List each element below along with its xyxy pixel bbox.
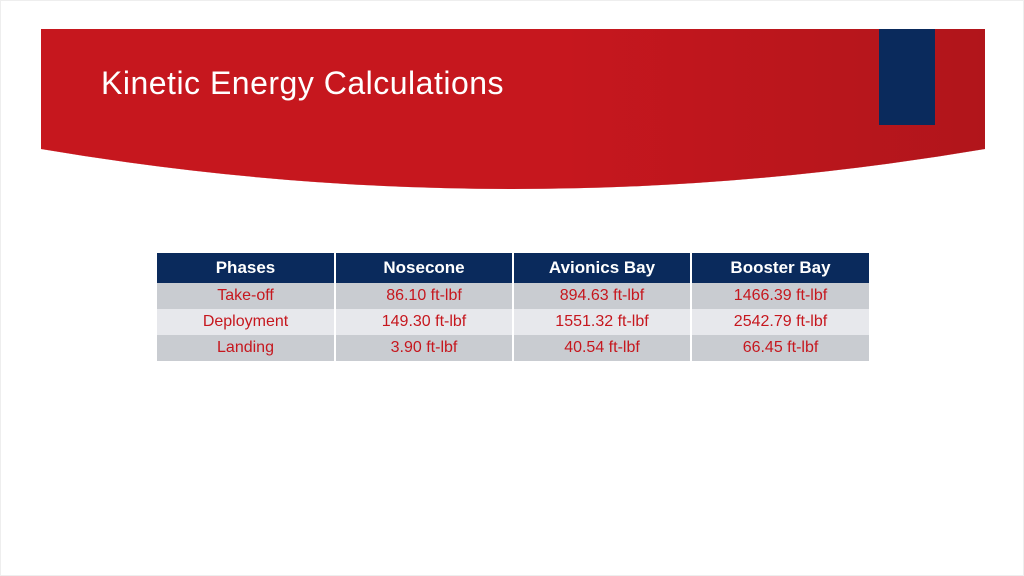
col-header-avionics-bay: Avionics Bay (513, 253, 691, 283)
cell-booster: 66.45 ft-lbf (691, 335, 869, 361)
cell-booster: 1466.39 ft-lbf (691, 283, 869, 309)
table-row: Take-off 86.10 ft-lbf 894.63 ft-lbf 1466… (157, 283, 869, 309)
cell-booster: 2542.79 ft-lbf (691, 309, 869, 335)
table-row: Deployment 149.30 ft-lbf 1551.32 ft-lbf … (157, 309, 869, 335)
cell-nosecone: 149.30 ft-lbf (335, 309, 513, 335)
kinetic-energy-table: Phases Nosecone Avionics Bay Booster Bay… (157, 253, 869, 361)
slide-title: Kinetic Energy Calculations (101, 65, 504, 102)
data-table-container: Phases Nosecone Avionics Bay Booster Bay… (157, 253, 869, 361)
col-header-booster-bay: Booster Bay (691, 253, 869, 283)
table-row: Landing 3.90 ft-lbf 40.54 ft-lbf 66.45 f… (157, 335, 869, 361)
cell-avionics: 40.54 ft-lbf (513, 335, 691, 361)
ribbon-tab (879, 29, 935, 125)
slide: Kinetic Energy Calculations Phases Nosec… (0, 0, 1024, 576)
cell-avionics: 894.63 ft-lbf (513, 283, 691, 309)
cell-phase: Deployment (157, 309, 335, 335)
col-header-nosecone: Nosecone (335, 253, 513, 283)
cell-nosecone: 86.10 ft-lbf (335, 283, 513, 309)
cell-phase: Landing (157, 335, 335, 361)
table-header-row: Phases Nosecone Avionics Bay Booster Bay (157, 253, 869, 283)
col-header-phases: Phases (157, 253, 335, 283)
cell-avionics: 1551.32 ft-lbf (513, 309, 691, 335)
cell-phase: Take-off (157, 283, 335, 309)
cell-nosecone: 3.90 ft-lbf (335, 335, 513, 361)
title-banner: Kinetic Energy Calculations (41, 29, 983, 199)
